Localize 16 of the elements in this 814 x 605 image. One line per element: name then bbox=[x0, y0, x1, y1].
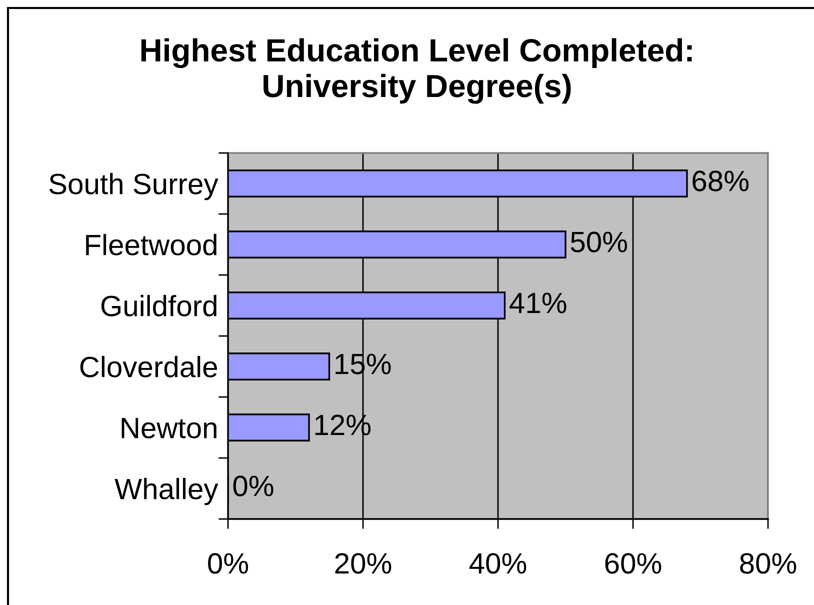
x-tick-label: 80% bbox=[740, 553, 796, 574]
y-tick-label: Fleetwood bbox=[86, 234, 216, 256]
chart-title: Highest Education Level Completed: University Degree(s) bbox=[141, 38, 692, 104]
y-tick-label: Guildford bbox=[101, 294, 216, 316]
x-tick-label: 40% bbox=[469, 553, 526, 574]
x-tick-label: 20% bbox=[335, 553, 392, 574]
x-tick-label: 60% bbox=[605, 553, 662, 574]
x-tick-label: 0% bbox=[208, 553, 248, 574]
data-label: 41% bbox=[510, 292, 566, 314]
y-tick-label: South Surrey bbox=[49, 172, 218, 200]
y-tick-label: Cloverdale bbox=[80, 356, 217, 378]
data-label: 50% bbox=[570, 232, 628, 252]
y-tick-label: Whalley bbox=[114, 478, 218, 506]
y-tick-label: Newton bbox=[122, 418, 216, 438]
data-label: 0% bbox=[233, 476, 274, 496]
data-label: 68% bbox=[692, 170, 749, 192]
